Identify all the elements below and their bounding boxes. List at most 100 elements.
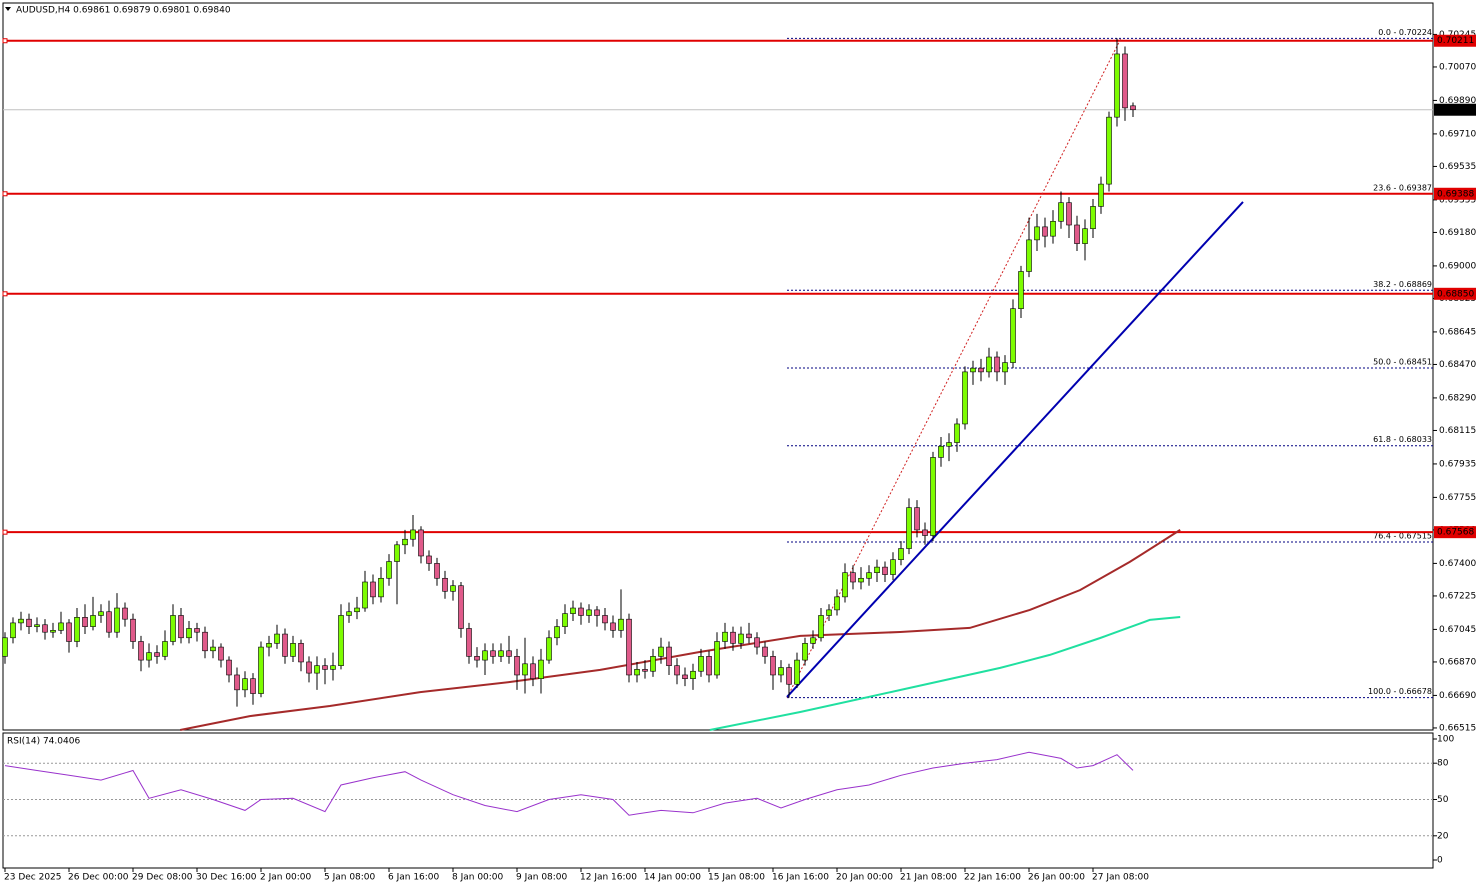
candle-body bbox=[586, 609, 592, 616]
candle-body bbox=[666, 646, 672, 666]
fib-line bbox=[786, 38, 1122, 698]
level-price-label: 0.70211 bbox=[1437, 36, 1474, 46]
candle-body bbox=[706, 656, 712, 676]
candle-body bbox=[298, 643, 304, 663]
candle-body bbox=[34, 624, 40, 627]
candle-body bbox=[570, 607, 576, 614]
rsi-title: RSI(14) 74.0406 bbox=[7, 737, 80, 747]
candle-body bbox=[202, 631, 208, 652]
candle-body bbox=[754, 637, 760, 648]
candle-body bbox=[1034, 226, 1040, 241]
menu-arrow bbox=[5, 7, 11, 11]
candle-body bbox=[138, 641, 144, 661]
candle-body bbox=[874, 566, 880, 574]
x-tick-label: 21 Jan 08:00 bbox=[900, 873, 957, 883]
candle-body bbox=[602, 615, 608, 624]
x-tick-label: 5 Jan 08:00 bbox=[324, 873, 376, 883]
candle-body bbox=[466, 628, 472, 657]
candle-body bbox=[154, 652, 160, 657]
candle-body bbox=[1066, 202, 1072, 226]
candle-body bbox=[1042, 226, 1048, 237]
fib-level-label: 23.6 - 0.69387 bbox=[1373, 183, 1432, 192]
x-tick-label: 9 Jan 08:00 bbox=[516, 873, 568, 883]
candle-body bbox=[10, 622, 16, 639]
rsi-tick-label: 100 bbox=[1437, 735, 1454, 745]
candle-body bbox=[98, 611, 104, 616]
candle-body bbox=[906, 507, 912, 549]
candle-body bbox=[546, 637, 552, 661]
x-tick-label: 26 Jan 00:00 bbox=[1028, 873, 1085, 883]
candle-body bbox=[362, 581, 368, 609]
x-tick-label: 23 Dec 2025 bbox=[4, 873, 62, 883]
candle-body bbox=[458, 585, 464, 629]
moving-average bbox=[180, 529, 1181, 731]
candle-body bbox=[378, 577, 384, 598]
candle-body bbox=[890, 559, 896, 575]
candle-body bbox=[114, 607, 120, 633]
candle-body bbox=[866, 572, 872, 579]
y-tick-label: 0.66870 bbox=[1439, 657, 1476, 667]
candle-body bbox=[482, 650, 488, 661]
level-handle bbox=[2, 38, 8, 44]
y-tick-label: 0.67935 bbox=[1439, 459, 1476, 469]
candle-body bbox=[554, 626, 560, 639]
candle-body bbox=[402, 538, 408, 546]
candle-body bbox=[642, 669, 648, 672]
candle-body bbox=[450, 585, 456, 592]
fib-level-label: 0.0 - 0.70224 bbox=[1378, 28, 1432, 37]
candle-body bbox=[946, 442, 952, 447]
candle-body bbox=[714, 641, 720, 676]
level-handle bbox=[2, 191, 8, 197]
candle-body bbox=[290, 643, 296, 657]
candle-body bbox=[346, 611, 352, 616]
candle-body bbox=[1114, 53, 1120, 118]
candle-body bbox=[426, 555, 432, 564]
candle-body bbox=[434, 563, 440, 579]
y-tick-label: 0.68290 bbox=[1439, 393, 1476, 403]
candle-body bbox=[778, 667, 784, 676]
candle-body bbox=[738, 633, 744, 644]
level-price-box bbox=[1434, 287, 1476, 300]
candle-body bbox=[130, 618, 136, 642]
candle-body bbox=[842, 572, 848, 598]
candle-body bbox=[810, 637, 816, 644]
candle-body bbox=[930, 457, 936, 536]
candle-body bbox=[330, 665, 336, 670]
candle-body bbox=[306, 661, 312, 674]
candle-body bbox=[610, 622, 616, 631]
candle-body bbox=[82, 617, 88, 627]
rsi-tick-label: 80 bbox=[1437, 759, 1449, 769]
candle-body bbox=[1074, 224, 1080, 244]
x-tick-label: 20 Jan 00:00 bbox=[836, 873, 893, 883]
candle-body bbox=[634, 669, 640, 676]
candle-body bbox=[370, 581, 376, 598]
candle-body bbox=[690, 670, 696, 679]
y-tick-label: 0.67755 bbox=[1439, 493, 1476, 503]
candle-body bbox=[338, 615, 344, 666]
candle-body bbox=[770, 656, 776, 676]
candle-body bbox=[1090, 206, 1096, 230]
candle-body bbox=[394, 544, 400, 562]
candle-body bbox=[234, 674, 240, 691]
candle-body bbox=[1082, 228, 1088, 244]
candle-body bbox=[194, 628, 200, 633]
candle-body bbox=[578, 607, 584, 616]
candle-body bbox=[26, 618, 32, 627]
candle-body bbox=[1018, 271, 1024, 309]
candle-body bbox=[506, 650, 512, 657]
candle-body bbox=[242, 678, 248, 691]
candle-body bbox=[250, 678, 256, 694]
current-price-label: 0.69840 bbox=[1437, 105, 1474, 115]
candle-body bbox=[530, 663, 536, 679]
y-tick-label: 0.69355 bbox=[1439, 195, 1476, 205]
candle-body bbox=[42, 624, 48, 633]
candle-body bbox=[18, 618, 24, 624]
candle-body bbox=[162, 641, 168, 657]
candle-body bbox=[922, 529, 928, 536]
fib-level-label: 50.0 - 0.68451 bbox=[1373, 357, 1432, 366]
fib-level-label: 61.8 - 0.68033 bbox=[1373, 435, 1432, 444]
y-tick-label: 0.67400 bbox=[1439, 559, 1476, 569]
candle-body bbox=[626, 618, 632, 676]
